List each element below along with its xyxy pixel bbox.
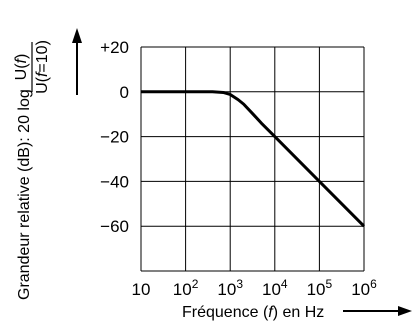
- series-layer: [141, 90, 366, 228]
- y-axis-label: Grandeur relative (dB): 20 log: [16, 89, 33, 300]
- y-axis-fraction-numerator: U(f): [13, 54, 30, 81]
- x-axis-arrow-head: [398, 306, 412, 316]
- x-tick-label-1: 102: [173, 277, 199, 299]
- y-axis-arrow-head: [72, 28, 82, 43]
- x-axis-label: Fréquence (f) en Hz: [182, 304, 324, 321]
- y-tick-label-0: +20: [100, 38, 129, 57]
- x-tick-label-3: 104: [262, 277, 288, 299]
- y-axis-fraction-denominator: U(f=10): [34, 40, 51, 94]
- x-tick-label-2: 103: [217, 277, 243, 299]
- x-tick-label-5: 106: [351, 277, 377, 299]
- grid: [140, 46, 365, 272]
- y-tick-label-1: 0: [120, 83, 129, 102]
- y-tick-labels: +20 0 −20 −40 −60: [100, 38, 129, 236]
- y-tick-label-4: −60: [100, 217, 129, 236]
- series-line-0: [141, 90, 366, 228]
- x-tick-label-4: 105: [307, 277, 333, 299]
- y-tick-label-3: −40: [100, 172, 129, 191]
- x-tick-labels: 10 102 103 104 105 106: [132, 277, 378, 299]
- y-axis-label-group: Grandeur relative (dB): 20 log U(f) U(f=…: [13, 40, 51, 300]
- y-tick-label-2: −20: [100, 128, 129, 147]
- x-tick-label-0: 10: [132, 280, 151, 299]
